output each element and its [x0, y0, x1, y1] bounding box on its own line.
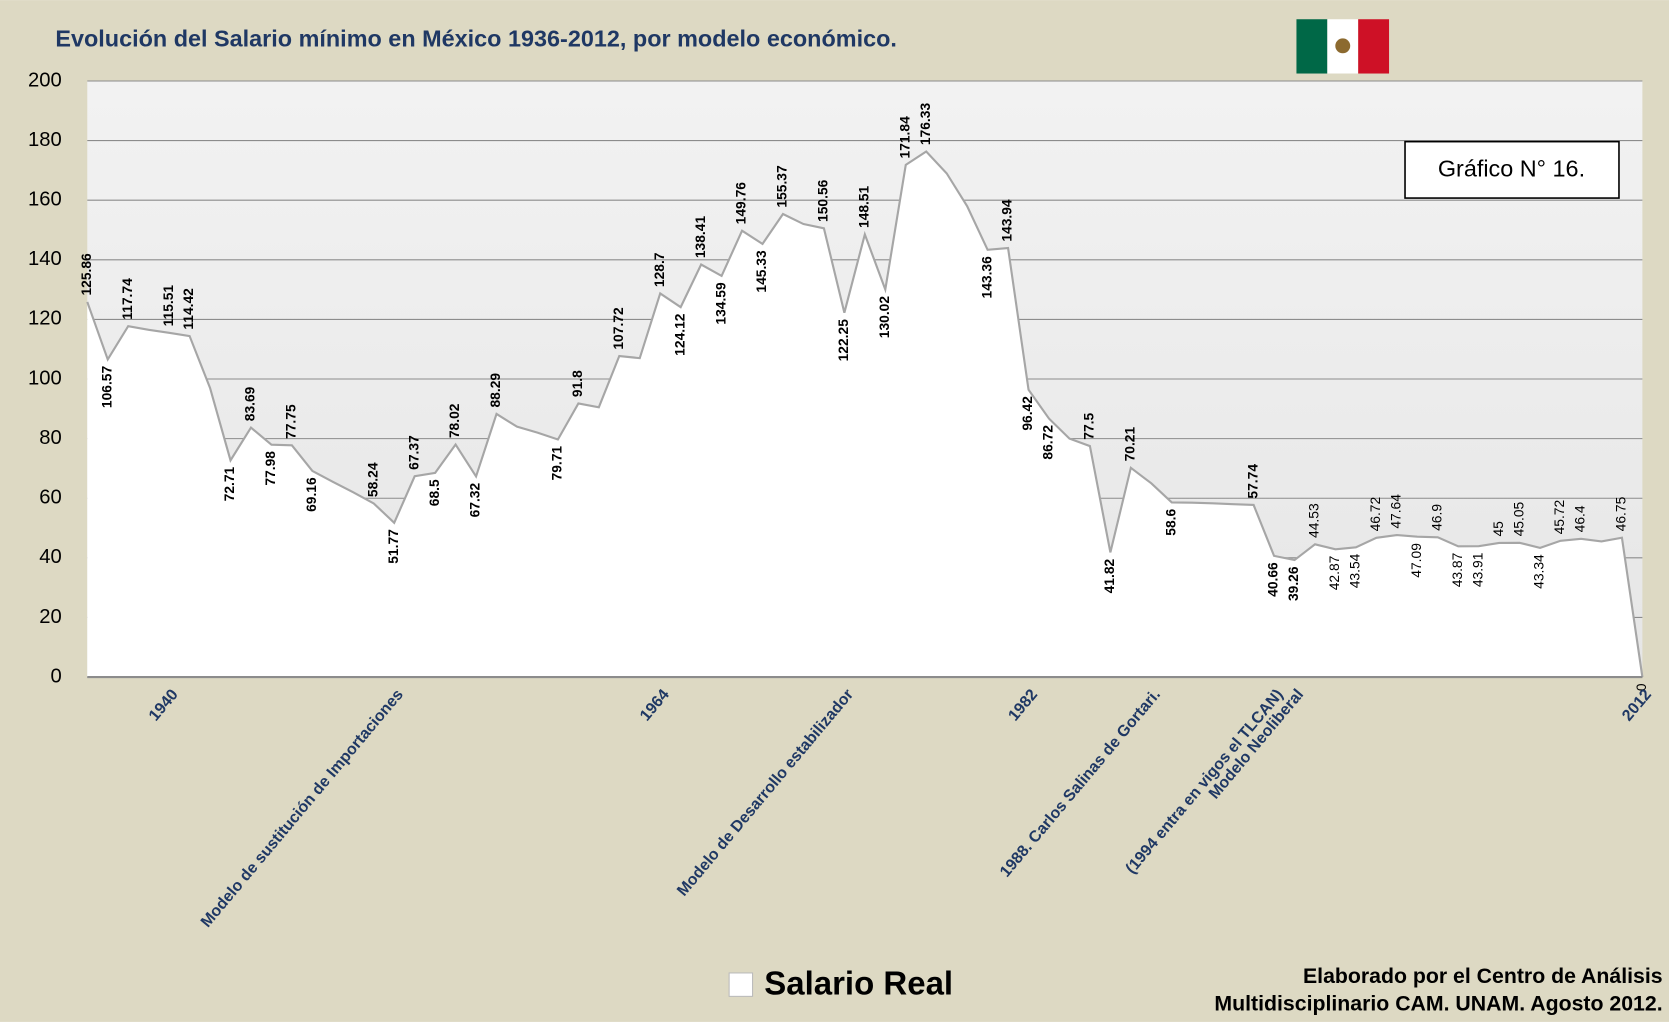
data-label: 106.57 [98, 366, 114, 409]
y-tick-label: 40 [39, 546, 62, 568]
y-tick-label: 200 [28, 69, 62, 91]
data-label: 134.59 [712, 282, 728, 325]
data-label: 77.98 [262, 451, 278, 486]
data-label: 41.82 [1101, 558, 1117, 593]
data-label: 40.66 [1265, 562, 1281, 597]
data-label: 72.71 [221, 466, 237, 501]
data-label: 155.37 [774, 165, 790, 208]
data-label: 42.87 [1326, 556, 1342, 591]
data-label: 46.75 [1613, 496, 1629, 531]
y-tick-label: 120 [28, 308, 62, 330]
y-tick-label: 80 [39, 427, 62, 449]
data-label: 171.84 [896, 116, 912, 159]
data-label: 46.9 [1428, 504, 1444, 531]
annotation: Gráfico N° 16. [1438, 156, 1585, 182]
data-label: 58.6 [1162, 508, 1178, 535]
data-label: 114.42 [180, 288, 196, 330]
data-label: 124.12 [671, 313, 687, 356]
data-label: 138.41 [692, 216, 708, 259]
y-tick-label: 60 [39, 487, 62, 509]
data-label: 96.42 [1019, 396, 1035, 431]
data-label: 43.91 [1469, 552, 1485, 587]
data-label: 45.72 [1551, 500, 1567, 535]
source-line: Elaborado por el Centro de Análisis [1303, 964, 1663, 988]
data-label: 107.72 [610, 307, 626, 350]
data-label: 45.05 [1510, 501, 1526, 536]
annotation-box [1404, 140, 1620, 199]
y-tick-label: 180 [28, 129, 62, 151]
data-label: 43.87 [1449, 553, 1465, 588]
data-label: 70.21 [1121, 426, 1137, 461]
data-label: 130.02 [876, 296, 892, 339]
data-label: 43.54 [1347, 553, 1363, 588]
data-label: 122.25 [835, 319, 851, 362]
data-label: 128.7 [651, 252, 667, 287]
data-label: 78.02 [446, 403, 462, 438]
data-label: 88.29 [487, 373, 503, 408]
data-label: 47.64 [1388, 494, 1404, 529]
data-label: 46.72 [1367, 497, 1383, 532]
data-label: 125.86 [78, 253, 94, 296]
data-label: 45 [1490, 521, 1506, 537]
data-label: 86.72 [1040, 425, 1056, 460]
data-label: 148.51 [855, 185, 871, 228]
data-label: 47.09 [1408, 543, 1424, 578]
data-label: 115.51 [160, 285, 176, 327]
data-label: 145.33 [753, 250, 769, 293]
data-label: 44.53 [1306, 503, 1322, 538]
data-label: 0 [1633, 683, 1649, 691]
source-line: Multidisciplinario CAM. UNAM. Agosto 201… [1214, 992, 1662, 1016]
data-label: 68.5 [426, 479, 442, 506]
data-label: 51.77 [385, 529, 401, 564]
data-label: 39.26 [1285, 566, 1301, 601]
legend-swatch [728, 972, 754, 997]
data-label: 149.76 [733, 182, 749, 225]
data-label: 43.34 [1531, 554, 1547, 589]
data-label: 77.75 [283, 404, 299, 439]
data-label: 67.37 [405, 435, 421, 470]
data-label: 67.32 [467, 482, 483, 517]
line [86, 150, 1644, 678]
data-label: 143.94 [999, 199, 1015, 242]
y-tick-label: 20 [39, 606, 62, 628]
data-label: 83.69 [242, 386, 258, 421]
legend-label: Salario Real [764, 964, 953, 1001]
y-tick-label: 160 [28, 189, 62, 211]
flag [1296, 19, 1390, 74]
y-tick-label: 140 [28, 248, 62, 270]
y-tick-label: 0 [50, 665, 61, 687]
data-label: 117.74 [119, 278, 135, 320]
data-label: 69.16 [303, 477, 319, 512]
data-label: 91.8 [569, 370, 585, 397]
data-label: 57.74 [1244, 464, 1260, 499]
data-label: 79.71 [549, 446, 565, 481]
data-label: 150.56 [815, 179, 831, 222]
y-tick-label: 100 [28, 367, 62, 389]
data-label: 46.4 [1572, 505, 1588, 532]
data-label: 143.36 [978, 256, 994, 299]
data-label: 58.24 [364, 462, 380, 497]
chart-title: Evolución del Salario mínimo en México 1… [55, 26, 897, 52]
data-label: 77.5 [1081, 412, 1097, 439]
area [87, 151, 1643, 678]
data-label: 176.33 [917, 103, 933, 146]
